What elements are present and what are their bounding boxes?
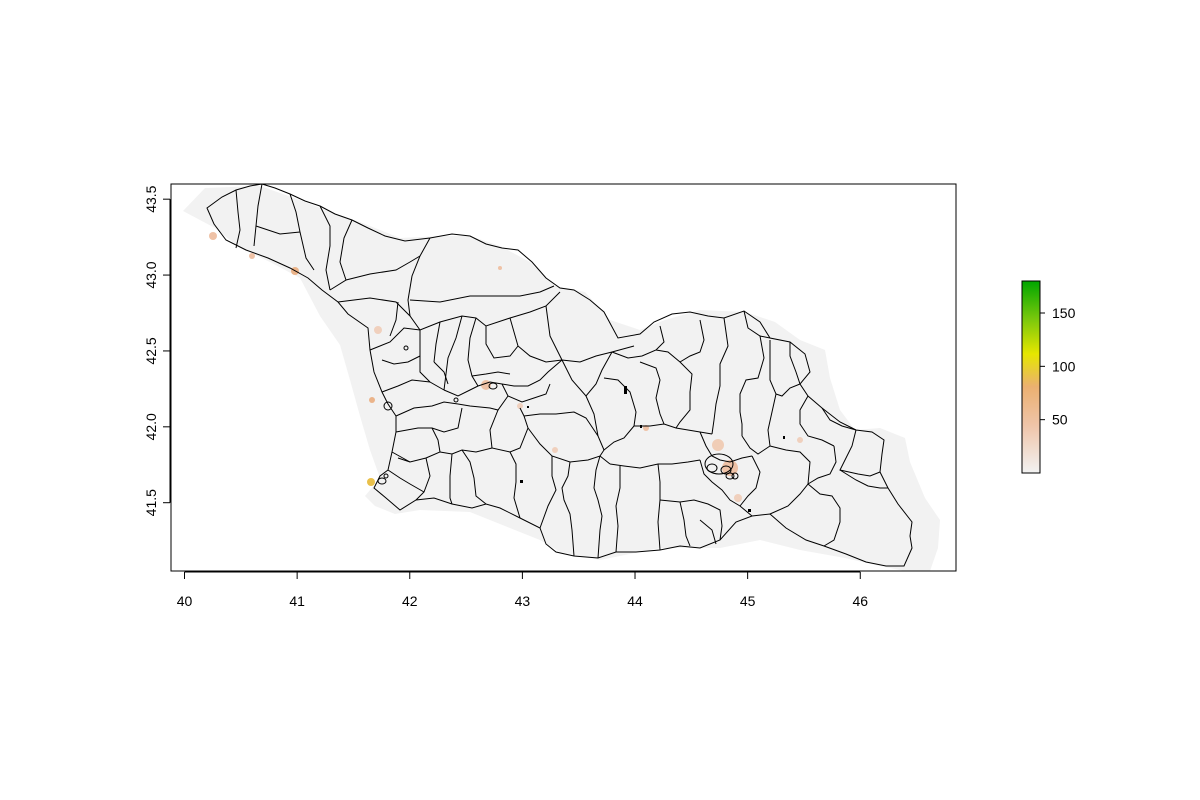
x-axis: 40 41 42 43 44 45 46 (177, 571, 868, 609)
map-panel (183, 184, 940, 571)
y-tick-label: 42.5 (143, 337, 159, 364)
x-tick-label: 41 (289, 593, 305, 609)
x-tick-label: 42 (402, 593, 418, 609)
country-outline (206, 184, 913, 567)
y-tick-label: 41.5 (143, 489, 159, 516)
x-tick-label: 40 (177, 593, 193, 609)
city-marker (527, 406, 529, 408)
legend: 50 100 150 (1021, 280, 1076, 474)
legend-tick-label: 150 (1052, 305, 1076, 321)
legend-ticks: 50 100 150 (1040, 305, 1076, 428)
raster-coverage (183, 186, 940, 571)
raster-hotspots (209, 232, 803, 502)
x-tick-label: 45 (740, 593, 756, 609)
legend-tick-label: 50 (1052, 412, 1068, 428)
y-tick-label: 43.5 (143, 185, 159, 212)
x-tick-label: 46 (852, 593, 868, 609)
y-axis: 41.5 42.0 42.5 43.0 43.5 (143, 185, 171, 516)
city-marker (640, 425, 642, 428)
plot-frame (170, 183, 957, 572)
admin-boundaries (206, 184, 913, 567)
y-tick-label: 43.0 (143, 261, 159, 288)
x-tick-label: 43 (515, 593, 531, 609)
legend-tick-label: 100 (1052, 358, 1076, 374)
city-marker (624, 386, 627, 394)
city-marker (748, 509, 751, 512)
y-tick-label: 42.0 (143, 413, 159, 440)
city-marker (783, 436, 785, 439)
city-marker (520, 480, 523, 483)
city-enclaves (377, 345, 739, 485)
x-tick-label: 44 (627, 593, 643, 609)
legend-color-bar (1021, 280, 1041, 474)
